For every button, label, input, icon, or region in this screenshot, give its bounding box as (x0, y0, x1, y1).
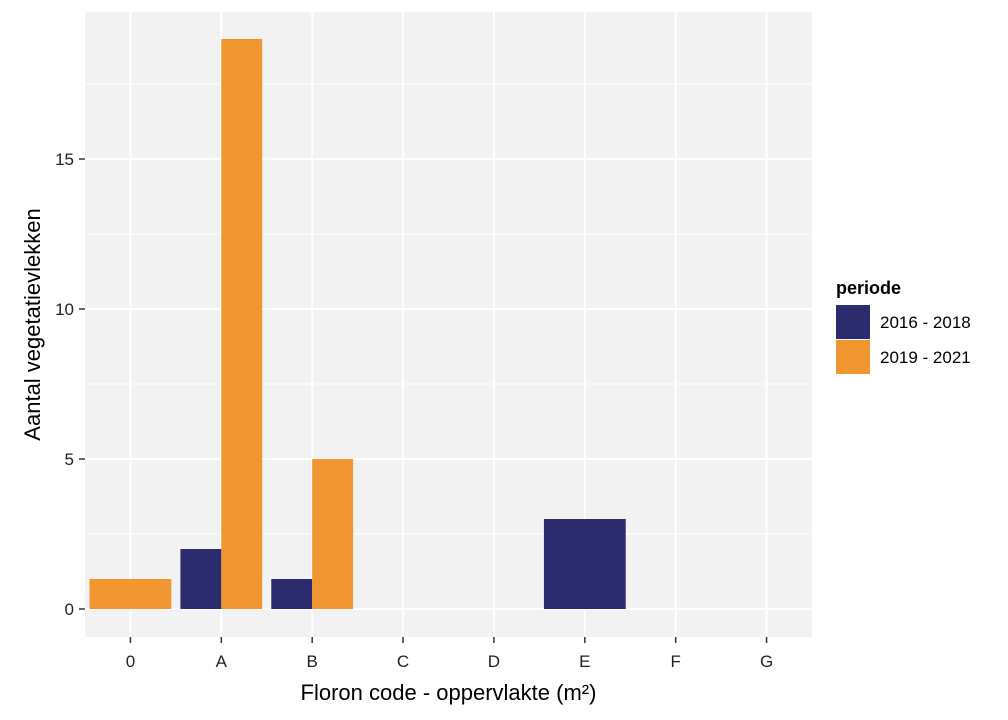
legend-key-2019-2021 (836, 340, 870, 374)
bars (89, 39, 626, 609)
x-tick-label: F (670, 652, 680, 671)
bar-A-2019-2021 (221, 39, 263, 609)
x-tick-label: C (397, 652, 409, 671)
y-axis-title: Aantal vegetatievlekken (20, 208, 45, 440)
bar-B-2019-2021 (312, 459, 354, 609)
legend-title: periode (836, 278, 901, 298)
legend: periode 2016 - 2018 2019 - 2021 (836, 278, 971, 374)
x-tick-label: E (579, 652, 590, 671)
plot-panel (85, 12, 812, 637)
y-tick-label: 0 (65, 600, 74, 619)
bar-A-2016-2018 (180, 549, 222, 609)
legend-label-2019-2021: 2019 - 2021 (880, 348, 971, 367)
legend-label-2016-2018: 2016 - 2018 (880, 313, 971, 332)
x-tick-label: D (488, 652, 500, 671)
y-axis: 0 5 10 15 (55, 150, 85, 619)
bar-E-2016-2018 (543, 519, 626, 609)
x-tick-label: 0 (126, 652, 135, 671)
bar-0-2019-2021 (89, 579, 172, 609)
x-tick-label: B (307, 652, 318, 671)
y-tick-label: 15 (55, 150, 74, 169)
y-tick-label: 10 (55, 300, 74, 319)
legend-key-2016-2018 (836, 305, 870, 339)
bar-B-2016-2018 (271, 579, 313, 609)
x-axis: 0 A B C D E F G (126, 637, 773, 671)
y-tick-label: 5 (65, 450, 74, 469)
x-tick-label: G (760, 652, 773, 671)
x-tick-label: A (216, 652, 228, 671)
x-axis-title: Floron code - oppervlakte (m²) (301, 680, 597, 705)
